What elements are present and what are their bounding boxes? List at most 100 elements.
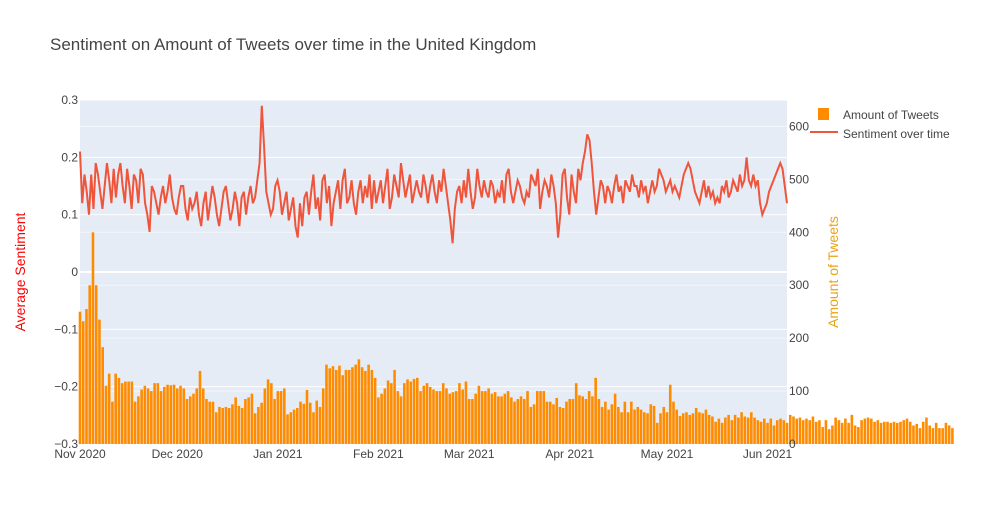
tweet-bar [428, 386, 432, 444]
tweet-bar [231, 404, 234, 444]
y-left-tick-label: 0.1 [61, 208, 78, 222]
tweet-bar [649, 404, 653, 444]
x-tick-label: Jan 2021 [253, 447, 303, 461]
tweet-bar [477, 385, 481, 444]
tweet-bar [497, 396, 500, 444]
tweet-bar [535, 391, 539, 444]
tweet-bar [198, 370, 202, 444]
tweet-bar [766, 422, 769, 444]
tweet-bar [561, 408, 565, 444]
tweet-bar [613, 393, 617, 444]
sentiment-line [79, 105, 788, 244]
tweet-bar [360, 367, 364, 444]
tweet-bar [691, 413, 695, 444]
tweet-bar [263, 388, 267, 444]
tweet-bar [403, 383, 406, 444]
tweet-bar [344, 369, 348, 444]
tweet-bar [111, 401, 114, 444]
tweet-bar [899, 421, 902, 444]
tweet-bar [519, 396, 523, 444]
y-right-tick-label: 500 [789, 172, 809, 186]
tweet-bar [133, 401, 137, 444]
tweet-bar [863, 418, 867, 444]
tweet-bar [192, 393, 195, 444]
y-right-tick-label: 200 [789, 331, 809, 345]
tweet-bar [792, 416, 795, 444]
tweet-bar [879, 422, 883, 444]
tweet-bar [377, 397, 380, 444]
y-right-tick-label: 0 [789, 437, 796, 451]
left-axis-title: Average Sentiment [12, 212, 28, 331]
tweet-bar [169, 385, 173, 444]
tweet-bar [484, 391, 487, 444]
tweet-bar [516, 399, 520, 444]
tweet-bar [305, 390, 309, 444]
tweet-bar [600, 406, 604, 444]
tweet-bar [422, 385, 426, 444]
tweet-bar [467, 399, 471, 444]
tweet-bar [811, 416, 815, 444]
tweet-bar [357, 359, 361, 444]
tweet-bar [763, 418, 766, 444]
tweet-bar [908, 421, 912, 444]
tweet-bar [295, 408, 299, 444]
tweet-bar [351, 367, 354, 444]
left-axis-ticks: 0.3 0.2 0.1 0 −0.1 −0.2 −0.3 [54, 93, 78, 451]
tweet-bar [383, 388, 387, 444]
tweet-bar [312, 412, 315, 444]
tweet-bar [643, 412, 646, 444]
x-tick-label: May 2021 [641, 447, 694, 461]
tweet-bar [652, 405, 656, 444]
tweet-bar [938, 428, 941, 444]
tweet-bar [720, 422, 724, 444]
tweet-bar [626, 412, 630, 444]
tweet-bar [620, 412, 623, 444]
tweet-bar [286, 414, 289, 444]
legend[interactable]: Amount of Tweets Sentiment over time [810, 108, 950, 141]
tweet-bar [91, 232, 95, 444]
tweet-bar [733, 414, 737, 444]
tweet-bar [409, 381, 413, 444]
tweet-bar [347, 369, 351, 444]
tweet-bar [668, 384, 672, 444]
tweet-bar [354, 364, 357, 444]
tweet-bar [672, 401, 675, 444]
tweet-bar [821, 427, 824, 444]
tweet-bar [458, 383, 461, 444]
tweet-bar [454, 391, 458, 444]
tweet-bar [257, 406, 260, 444]
tweet-bar [480, 391, 484, 444]
tweet-bar [542, 391, 546, 444]
tweet-bar [315, 400, 319, 444]
tweet-bar [610, 404, 614, 444]
tweet-bar [390, 383, 393, 444]
tweet-bar [756, 420, 760, 444]
tweet-bar [399, 396, 403, 444]
tweet-bar [834, 417, 837, 444]
tweet-bar [273, 399, 276, 444]
tweet-bar [552, 404, 555, 444]
tweet-bar [779, 418, 782, 444]
tweet-bar [655, 422, 659, 444]
tweet-bar [302, 403, 306, 444]
tweet-bar [234, 397, 237, 444]
tweet-bar [221, 408, 224, 444]
tweet-bar [218, 406, 221, 444]
tweet-bar [120, 383, 124, 444]
tweet-bar [176, 388, 179, 444]
tweet-bar [860, 420, 863, 444]
y-left-tick-label: 0 [71, 265, 78, 279]
tweet-bar [951, 428, 954, 444]
y-right-tick-label: 100 [789, 384, 809, 398]
tweet-bar [750, 412, 753, 444]
tweet-bar [117, 377, 121, 444]
tweet-bar [185, 399, 189, 444]
tweet-bar [341, 375, 344, 444]
tweet-bar [283, 388, 286, 444]
tweet-bar [805, 418, 808, 444]
tweet-bar [853, 425, 857, 444]
tweet-bar [857, 427, 860, 444]
tweet-bar [727, 414, 730, 444]
tweet-bar [704, 409, 708, 444]
